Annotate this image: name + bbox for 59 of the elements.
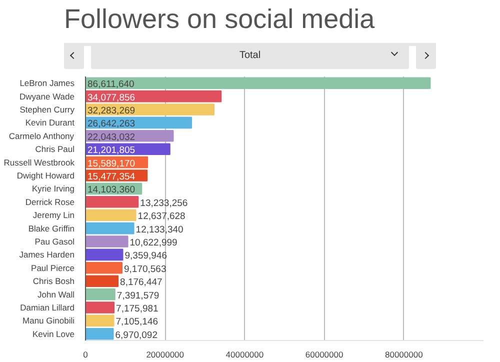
y-tick-label: Blake Griffin: [28, 223, 75, 234]
y-tick-label: Carmelo Anthony: [8, 130, 75, 141]
data-label: 12,637,628: [138, 211, 186, 222]
bar: [86, 262, 122, 274]
data-label: 8,176,447: [120, 277, 162, 288]
y-tick-label: Chris Bosh: [32, 276, 75, 286]
y-tick-label: Jeremy Lin: [32, 210, 75, 220]
y-tick-label: LeBron James: [20, 78, 75, 88]
x-tick-label: 0: [83, 350, 88, 360]
y-tick-label: Dwight Howard: [16, 170, 75, 180]
bar: [86, 288, 116, 300]
data-label: 9,359,946: [124, 250, 168, 262]
data-label: 13,233,256: [140, 198, 188, 209]
bar: [86, 236, 128, 248]
x-tick-label: 60000000: [305, 350, 344, 360]
y-tick-label: Kyrie Irving: [32, 184, 75, 194]
y-tick-label: Stephen Curry: [20, 104, 76, 114]
data-label: 22,043,032: [88, 132, 136, 143]
data-label: 6,970,092: [115, 330, 158, 341]
data-label: 12,133,340: [136, 224, 184, 236]
y-tick-label: Kevin Durant: [25, 118, 76, 128]
y-tick-label: Damian Lillard: [20, 302, 75, 312]
data-label: 7,105,146: [116, 316, 158, 328]
bar: [86, 302, 115, 314]
y-tick-label: Chris Paul: [35, 144, 75, 154]
data-label: 15,477,354: [88, 172, 136, 182]
y-tick-label: Paul Pierce: [31, 262, 75, 273]
y-tick-label: Kevin Love: [32, 328, 75, 339]
bar: [86, 222, 134, 234]
bar: [86, 275, 119, 288]
y-tick-label: Derrick Rose: [25, 196, 75, 207]
bar: [86, 196, 139, 208]
bar: [86, 328, 114, 340]
y-tick-label: John Wall: [37, 289, 75, 300]
y-tick-label: Dwyane Wade: [20, 91, 75, 102]
data-label: 26,642,263: [88, 118, 136, 130]
data-label: 21,201,805: [88, 145, 136, 156]
y-tick-label: Manu Ginobili: [22, 316, 75, 326]
y-tick-label: Pau Gasol: [34, 236, 75, 246]
y-tick-label: James Harden: [19, 250, 75, 260]
data-label: 34,077,856: [88, 92, 136, 104]
text: Total: [91, 43, 409, 69]
x-tick-label: 20000000: [146, 350, 184, 360]
chart-title: Followers on social media: [64, 0, 436, 46]
bar: [86, 248, 124, 261]
bar: [86, 77, 431, 90]
bar: [86, 209, 136, 222]
x-tick-label: 40000000: [226, 350, 264, 360]
data-label: 9,170,563: [124, 264, 166, 275]
data-label: 7,175,981: [116, 304, 158, 314]
bar: [86, 314, 114, 327]
data-label: 15,589,170: [88, 158, 136, 170]
x-tick-label: 80000000: [384, 350, 424, 360]
data-label: 14,103,360: [88, 184, 136, 196]
data-label: 86,611,640: [88, 79, 134, 90]
data-label: 7,391,579: [116, 290, 160, 302]
data-label: 32,283,269: [88, 106, 136, 116]
y-tick-label: Russell Westbrook: [4, 157, 76, 168]
data-label: 10,622,999: [130, 238, 178, 248]
